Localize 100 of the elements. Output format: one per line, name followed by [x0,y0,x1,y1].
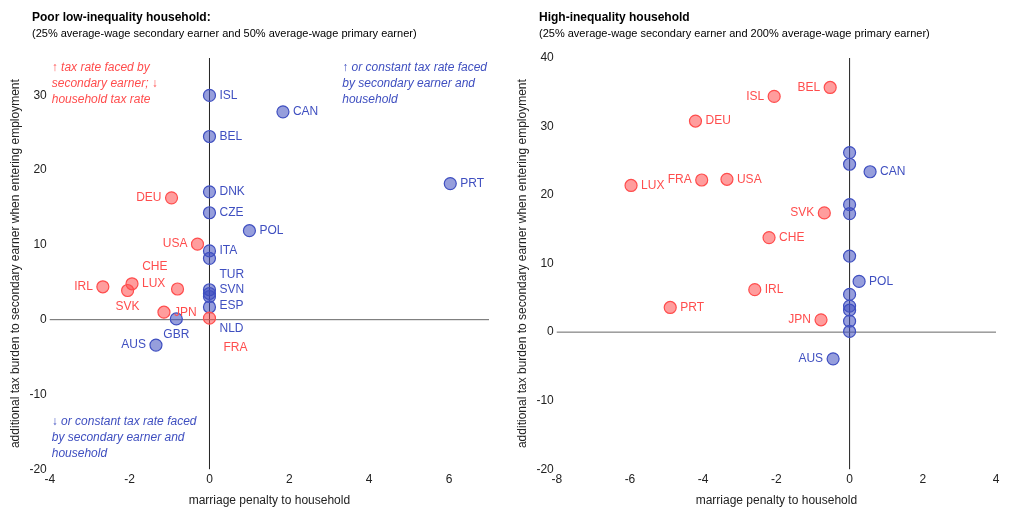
x-tick-label: 2 [285,471,293,486]
annotation: FRA [223,340,248,355]
point [720,172,734,186]
x-tick-label: 4 [365,471,373,486]
point [842,249,857,263]
point [863,165,877,179]
point [202,300,217,314]
x-tick-label: 0 [846,471,854,486]
point [202,311,217,325]
point [817,206,831,220]
annotation: DNK [219,184,245,199]
y-axis-title: additional tax burden to secondary earner when entering employment [514,78,529,449]
x-tick-label: -4 [697,471,709,486]
point [190,237,205,251]
annotation: BEL [797,79,821,94]
point [443,177,457,191]
point [663,300,677,315]
point [96,280,110,294]
annotation: CAN [292,104,319,119]
point [202,185,217,199]
annotation: ITA [219,243,238,258]
y-tick-label: 20 [33,162,48,177]
y-tick-label: -10 [536,392,555,407]
point [842,206,857,221]
point [814,313,828,327]
y-tick-label: 0 [547,324,555,339]
point [842,314,857,328]
point [170,282,185,296]
point [149,338,163,352]
x-axis-title: marriage penalty to household [695,493,858,508]
y-tick-label: 30 [33,87,48,102]
x-tick-label: 6 [445,471,453,486]
annotation: IRL [74,279,94,294]
point [767,89,781,103]
x-tick-label: -2 [771,471,783,486]
annotation: BEL [219,128,243,143]
annotation: LUX [142,276,166,291]
x-axis-title: marriage penalty to household [188,493,351,508]
y-tick-label: -20 [29,461,48,476]
point [121,283,135,298]
annotation: NLD [219,321,244,336]
y-tick-label: 20 [540,187,555,202]
point [842,303,857,317]
annotation: JPN [788,312,812,327]
chart-subtitle: (25% average-wage secondary earner and 50% average-wage primary earner) [32,27,417,39]
annotation: ISL [219,87,238,102]
x-tick-label: -6 [624,471,636,486]
chart-title: Poor low-inequality household: [32,10,211,24]
point [842,157,857,171]
chart-subtitle: (25% average-wage secondary earner and 200% average-wage primary earner) [539,27,930,39]
annotation: AUS [798,351,824,366]
point [695,173,709,187]
annotation: PRT [680,299,705,314]
annotation: ↑ or constant tax rate faced by secondary earner and household [342,60,488,107]
annotation: CAN [880,164,906,179]
y-tick-label: 30 [540,118,555,133]
point [748,283,762,297]
point [842,145,857,160]
point [164,191,179,205]
y-tick-label: 10 [33,237,48,252]
y-tick-label: 10 [540,255,555,270]
point [842,324,857,339]
point [624,178,638,193]
point [762,230,776,245]
annotation: USA [162,236,188,251]
annotation: POL [259,223,284,238]
annotation: POL [869,273,894,288]
annotation: CZE [219,205,244,220]
annotation: DEU [705,113,731,128]
annotation: DEU [136,190,162,205]
annotation: FRA [667,172,692,187]
annotation: ↓ or constant tax rate faced by secondary earner and household [51,413,197,460]
annotation: ↑ tax rate faced by secondary earner; ↓ household tax rate [51,60,158,107]
annotation: ESP [219,297,244,312]
point [852,274,866,289]
y-tick-label: -20 [536,461,555,476]
point [823,80,837,95]
annotation: GBR [163,327,190,342]
annotation: SVN [219,282,245,297]
point [157,305,171,319]
chart-title: High-inequality household [539,10,690,24]
point [202,88,217,102]
point [202,129,217,144]
point [276,105,290,119]
point [688,114,703,128]
annotation: JPN [173,304,197,319]
annotation: AUS [121,337,146,352]
y-tick-label: -10 [29,386,48,401]
annotation: TUR [219,266,245,281]
point [842,287,857,302]
annotation: IRL [764,281,784,296]
y-tick-label: 0 [40,311,48,326]
point [202,206,217,220]
x-tick-label: 4 [992,471,1000,486]
annotation: ISL [746,88,765,103]
x-tick-label: -2 [124,471,136,486]
annotation: SVK [790,205,815,220]
annotation: CHE [779,229,805,244]
y-tick-label: 40 [540,50,555,65]
annotation: USA [736,171,762,186]
